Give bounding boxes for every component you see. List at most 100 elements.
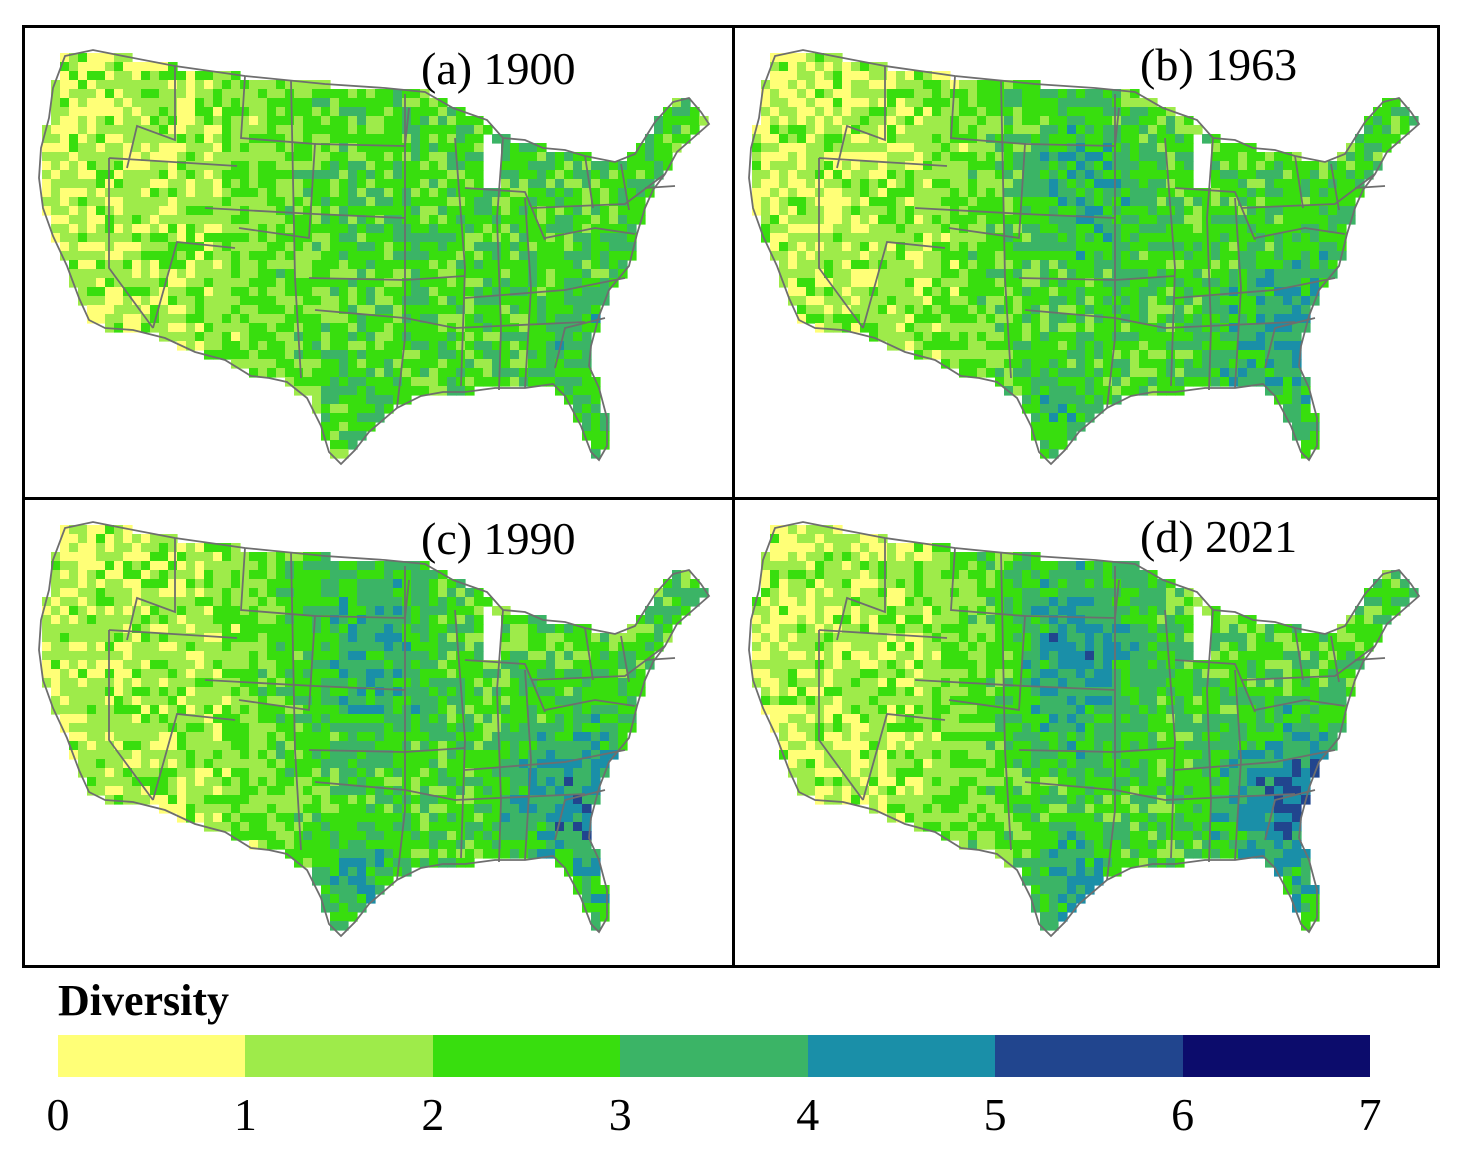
county-cell xyxy=(582,260,592,270)
county-cell xyxy=(159,134,169,144)
county-cell xyxy=(582,278,592,288)
county-cell xyxy=(1301,305,1311,315)
county-cell xyxy=(582,660,592,670)
county-cell xyxy=(150,107,160,117)
county-cell xyxy=(1373,116,1383,126)
county-cell xyxy=(546,206,556,216)
county-cell xyxy=(806,197,816,207)
county-cell xyxy=(1076,224,1086,234)
county-cell xyxy=(1022,323,1032,333)
county-cell xyxy=(914,206,924,216)
county-cell xyxy=(285,633,295,643)
county-cell xyxy=(1049,296,1059,306)
county-cell xyxy=(321,350,331,360)
county-cell xyxy=(402,615,412,625)
county-cell xyxy=(555,314,565,324)
county-cell xyxy=(276,125,286,135)
county-cell xyxy=(96,633,106,643)
county-cell xyxy=(1031,386,1041,396)
county-cell xyxy=(672,579,682,589)
county-cell xyxy=(51,80,61,90)
county-cell xyxy=(195,660,205,670)
county-cell xyxy=(186,660,196,670)
county-cell xyxy=(770,161,780,171)
county-cell xyxy=(797,224,807,234)
state-boundary xyxy=(308,275,466,281)
county-cell xyxy=(348,669,358,679)
county-cell xyxy=(959,350,969,360)
county-cell xyxy=(1022,287,1032,297)
county-cell xyxy=(995,314,1005,324)
county-cell xyxy=(339,377,349,387)
county-cell xyxy=(1148,197,1158,207)
county-cell xyxy=(860,107,870,117)
county-cell xyxy=(204,615,214,625)
county-cell xyxy=(411,287,421,297)
county-cell xyxy=(78,107,88,117)
county-cell xyxy=(195,561,205,571)
county-cell xyxy=(932,314,942,324)
county-cell xyxy=(177,206,187,216)
county-cell xyxy=(887,71,897,81)
county-cell xyxy=(285,597,295,607)
county-cell xyxy=(267,224,277,234)
county-cell xyxy=(1031,89,1041,99)
county-cell xyxy=(1049,278,1059,288)
county-cell xyxy=(429,660,439,670)
county-cell xyxy=(1211,296,1221,306)
county-cell xyxy=(285,224,295,234)
county-cell xyxy=(447,188,457,198)
county-cell xyxy=(294,314,304,324)
county-cell xyxy=(950,197,960,207)
county-cell xyxy=(447,287,457,297)
county-cell xyxy=(797,215,807,225)
county-cell xyxy=(330,386,340,396)
county-cell xyxy=(42,170,52,180)
county-cell xyxy=(1049,422,1059,432)
county-cell xyxy=(222,579,232,589)
county-cell xyxy=(420,669,430,679)
county-cell xyxy=(114,651,124,661)
county-cell xyxy=(267,368,277,378)
county-cell xyxy=(384,296,394,306)
county-cell xyxy=(842,314,852,324)
county-cell xyxy=(96,597,106,607)
county-cell xyxy=(1175,350,1185,360)
county-cell xyxy=(851,62,861,72)
county-cell xyxy=(321,651,331,661)
county-cell xyxy=(1112,161,1122,171)
county-cell xyxy=(1067,305,1077,315)
county-cell xyxy=(366,143,376,153)
county-cell xyxy=(204,552,214,562)
county-cell xyxy=(528,633,538,643)
county-cell xyxy=(519,287,529,297)
county-cell xyxy=(824,143,834,153)
county-cell xyxy=(285,134,295,144)
county-cell xyxy=(420,341,430,351)
county-cell xyxy=(1157,260,1167,270)
county-cell xyxy=(923,197,933,207)
county-cell xyxy=(878,80,888,90)
county-cell xyxy=(339,651,349,661)
county-cell xyxy=(177,269,187,279)
county-cell xyxy=(357,413,367,423)
county-cell xyxy=(672,134,682,144)
county-cell xyxy=(573,242,583,252)
county-cell xyxy=(672,615,682,625)
county-cell xyxy=(510,260,520,270)
county-cell xyxy=(78,543,88,553)
county-cell xyxy=(204,561,214,571)
county-cell xyxy=(267,251,277,261)
county-cell xyxy=(267,651,277,661)
county-cell xyxy=(582,251,592,261)
county-cell xyxy=(177,597,187,607)
county-cell xyxy=(1139,269,1149,279)
county-cell xyxy=(564,368,574,378)
county-cell xyxy=(96,615,106,625)
county-cell xyxy=(1121,206,1131,216)
county-cell xyxy=(1067,152,1077,162)
county-cell xyxy=(1103,341,1113,351)
county-cell xyxy=(591,386,601,396)
county-cell xyxy=(1211,206,1221,216)
county-cell xyxy=(96,642,106,652)
